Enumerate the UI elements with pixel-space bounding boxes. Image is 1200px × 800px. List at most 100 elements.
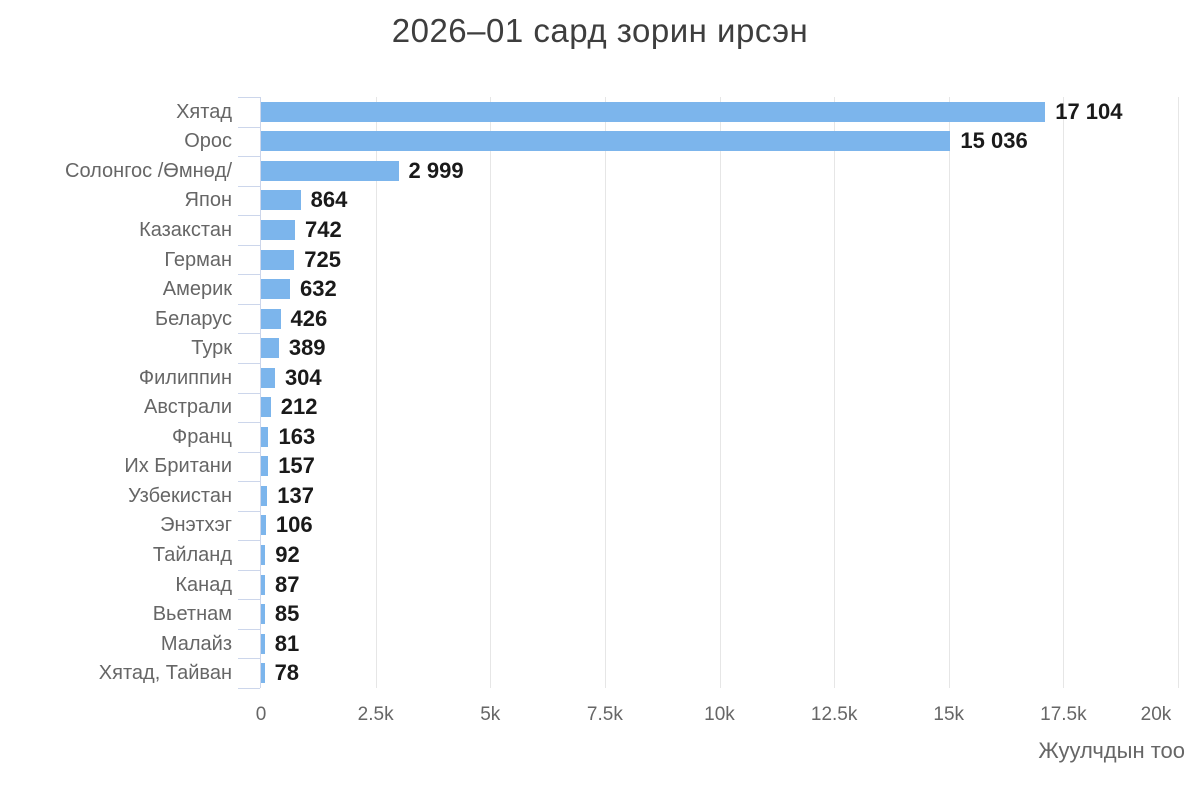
y-axis-tick [238,185,260,187]
category-label: Хятад [176,100,232,123]
category-label: Солонгос /Өмнөд/ [65,159,232,182]
bar [261,367,275,388]
y-axis-tick [238,569,260,571]
category-label: Турк [191,337,232,360]
gridline [1063,97,1065,688]
value-label: 426 [290,305,328,331]
value-label: 81 [274,630,300,656]
y-axis-tick [238,333,260,335]
x-axis-title: Жуулчдын тоо [1038,738,1185,763]
y-axis-tick [238,126,260,128]
y-axis-tick [238,628,260,630]
value-label: 304 [284,364,322,390]
bar [261,485,268,506]
category-label: Узбекистан [128,484,232,507]
category-label: Вьетнам [152,603,232,626]
y-axis-tick [238,362,260,364]
value-label: 212 [280,394,318,420]
category-label: Тайланд [152,544,232,567]
gridline [1178,97,1179,688]
x-tick-label: 15k [933,704,965,725]
y-axis-tick [238,244,260,246]
category-label: Орос [184,130,232,153]
category-label: Хятад, Тайван [98,662,232,685]
x-tick-label: 20k [1140,704,1172,725]
value-label: 106 [275,512,313,538]
bar [261,663,265,684]
value-label: 137 [277,482,314,508]
bar [261,308,281,329]
value-label: 78 [274,660,300,686]
bar [261,249,295,270]
category-label: Малайз [160,632,232,655]
x-tick-label: 10k [704,704,735,725]
value-label: 864 [310,187,348,213]
bar [261,160,399,181]
bar [261,574,265,595]
bar [261,545,266,566]
category-label: Америк [162,278,232,301]
y-axis-tick [238,392,260,394]
y-axis-tick [238,688,260,689]
bar [261,426,269,447]
bar [261,219,296,240]
category-label: Австрали [144,396,232,419]
gridline [375,97,377,688]
value-label: 92 [275,542,300,568]
value-label: 389 [288,335,326,361]
y-axis-tick [238,540,260,542]
value-label: 157 [278,453,315,479]
value-label: 632 [299,276,337,302]
y-axis-tick [238,599,260,601]
category-label: Франц [172,425,232,448]
x-tick-label: 17.5k [1040,704,1087,725]
gridline [948,97,950,688]
value-label: 17 104 [1055,98,1123,124]
x-tick-label: 2.5k [357,704,394,725]
bar [261,604,265,625]
y-axis-tick [238,274,260,276]
x-tick-label: 7.5k [586,704,623,725]
y-axis-tick [238,156,260,158]
y-axis-tick [238,510,260,512]
category-label: Филиппин [138,366,232,389]
category-label: Канад [175,573,232,596]
chart-title: 2026–01 сард зорин ирсэн [391,12,809,49]
y-axis-tick [238,215,260,217]
x-tick-label: 5k [480,704,501,725]
bar [261,190,301,211]
value-label: 85 [274,601,300,627]
y-axis-line [260,97,261,688]
y-axis-tick [238,303,260,305]
bar [261,131,951,152]
value-label: 87 [274,571,300,597]
value-label: 742 [305,216,342,242]
bar [261,397,271,418]
x-tick-label: 12.5k [810,704,858,725]
y-axis-tick [238,422,260,424]
bar [261,338,279,359]
value-label: 15 036 [960,128,1028,154]
y-axis-tick [238,481,260,483]
category-label: Герман [164,248,232,271]
bar [261,279,290,300]
gridline [719,97,721,688]
y-axis-tick [238,451,260,453]
bar [261,633,265,654]
category-label: Казакстан [139,218,232,241]
value-label: 725 [304,246,341,272]
bar [261,101,1046,122]
y-axis-tick [238,97,260,98]
x-tick-label: 0 [255,704,267,725]
value-label: 2 999 [408,157,464,183]
bar [261,515,266,536]
bar [261,456,269,477]
category-label: Энэтхэг [160,514,232,537]
gridline [490,97,492,688]
gridline [834,97,836,688]
y-axis-tick [238,658,260,660]
category-label: Япон [184,189,232,212]
gridline [604,97,606,688]
category-label: Беларус [154,307,232,330]
